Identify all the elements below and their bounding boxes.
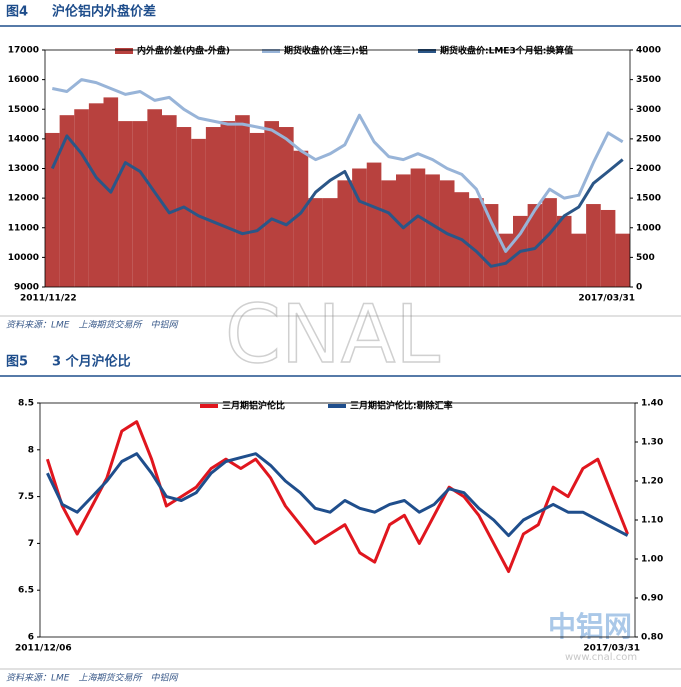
bar [571, 233, 587, 287]
bar [235, 115, 250, 287]
legend-label: 期货收盘价(连三):铝 [284, 45, 368, 57]
plot-frame [39, 402, 636, 638]
y-tick-label: 8.5 [18, 399, 34, 409]
y2-tick-label: 3000 [636, 105, 661, 115]
x-tick-label: 2017/03/31 [578, 294, 635, 304]
bar [264, 121, 279, 287]
bar [586, 204, 601, 287]
bar [381, 180, 396, 287]
y-tick-label: 7 [28, 539, 34, 549]
y2-tick-label: 1500 [636, 194, 661, 204]
y2-tick-label: 1.40 [641, 399, 663, 409]
x-tick-label: 2017/03/31 [583, 644, 640, 654]
bar [410, 168, 426, 287]
y2-tick-label: 500 [636, 253, 655, 263]
y2-tick-label: 3500 [636, 75, 661, 85]
bar [162, 115, 177, 287]
bar [425, 174, 440, 287]
bar [600, 209, 616, 287]
y2-tick-label: 2000 [636, 164, 661, 174]
bar [147, 109, 162, 287]
watermark-url: www.cnal.com [565, 652, 637, 663]
bar [132, 121, 148, 287]
y-tick-label: 6 [28, 633, 34, 643]
bar [352, 168, 367, 287]
y2-tick-label: 0.90 [641, 594, 663, 604]
y-tick-label: 17000 [8, 46, 39, 56]
legend-label: 三月期铝沪伦比 [222, 400, 285, 412]
y-tick-label: 10000 [8, 253, 39, 263]
line [45, 420, 629, 573]
y-tick-label: 9000 [14, 283, 39, 293]
y-tick-label: 14000 [8, 134, 39, 144]
bar [615, 233, 630, 287]
y-tick-label: 6.5 [18, 586, 34, 596]
y2-tick-label: 1000 [636, 223, 661, 233]
y-tick-label: 8 [28, 445, 34, 455]
watermark: CNAL [225, 288, 440, 381]
bar [469, 198, 484, 287]
y2-tick-label: 2500 [636, 134, 661, 144]
bar [308, 198, 323, 287]
figure-label: 图4 [6, 5, 28, 20]
bar [74, 109, 89, 287]
bar [191, 138, 206, 287]
figure-label: 图5 [6, 355, 28, 370]
y-tick-label: 7.5 [18, 492, 34, 502]
chart-title: 3 个月沪伦比 [52, 354, 131, 370]
legend-swatch [115, 48, 133, 54]
line [50, 134, 624, 268]
bar [88, 103, 104, 287]
bar [205, 127, 221, 288]
bar [220, 121, 236, 287]
y2-tick-label: 1.30 [641, 438, 663, 448]
watermark-logo: 中铝网 [548, 610, 632, 643]
bar [396, 174, 411, 287]
y2-tick-label: 1.00 [641, 555, 663, 565]
y-tick-label: 12000 [8, 194, 39, 204]
bar [118, 121, 133, 287]
bar [337, 180, 353, 287]
y-tick-label: 15000 [8, 105, 39, 115]
bar [366, 162, 382, 287]
x-tick-label: 2011/12/06 [15, 644, 72, 654]
y2-tick-label: 1.10 [641, 516, 663, 526]
line [51, 78, 624, 253]
bar [322, 198, 338, 287]
x-tick-label: 2011/11/22 [20, 294, 77, 304]
line [46, 452, 629, 538]
y2-tick-label: 1.20 [641, 477, 663, 487]
bar [279, 127, 294, 288]
chart-title: 沪伦铝内外盘价差 [52, 4, 156, 20]
plot-frame [44, 49, 631, 288]
bar [483, 204, 499, 287]
y2-tick-label: 0.80 [641, 633, 663, 643]
y-tick-label: 11000 [8, 223, 39, 233]
bar [249, 132, 265, 287]
bar [556, 215, 572, 287]
y2-tick-label: 0 [636, 283, 642, 293]
legend-label: 三月期铝沪伦比:剔除汇率 [350, 400, 453, 412]
bar [45, 132, 60, 287]
legend-label: 期货收盘价:LME3个月铝:换算值 [440, 45, 573, 57]
y-tick-label: 13000 [8, 164, 39, 174]
y-tick-label: 16000 [8, 75, 39, 85]
legend-label: 内外盘价差(内盘-外盘) [137, 45, 230, 57]
y2-tick-label: 4000 [636, 46, 661, 56]
bar [542, 198, 557, 287]
source: 资料来源：LME 上海期货交易所 中铝网 [6, 320, 178, 331]
bar [293, 150, 309, 287]
source: 资料来源：LME 上海期货交易所 中铝网 [6, 673, 178, 684]
bar [527, 204, 543, 287]
bar [59, 115, 75, 287]
